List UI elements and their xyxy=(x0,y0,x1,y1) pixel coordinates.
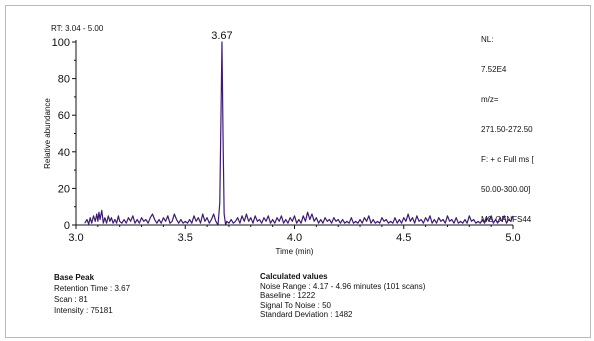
mz-label: m/z= xyxy=(481,95,499,104)
nl-label: NL: xyxy=(481,35,494,44)
standard-deviation: Standard Deviation : 1482 xyxy=(260,310,353,320)
y-tick-label: 100 xyxy=(52,37,70,49)
y-axis-label: Relative abundance xyxy=(43,98,52,169)
base-peak-title: Base Peak xyxy=(54,273,95,282)
filter-line-2: 50.00-300.00] xyxy=(481,185,531,194)
nl-info-block: NL: 7.52E4 m/z= 271.50-272.50 F: + c Ful… xyxy=(481,15,534,235)
retention-time: Retention Time : 3.67 xyxy=(54,284,131,293)
signal-to-noise: Signal To Noise : 50 xyxy=(260,300,332,310)
y-tick-label: 0 xyxy=(64,220,70,232)
intensity: Intensity : 75181 xyxy=(54,306,113,315)
baseline: Baseline : 1222 xyxy=(260,291,316,301)
x-tick-label: 3.5 xyxy=(178,232,193,244)
mz-range: 271.50-272.50 xyxy=(481,125,533,134)
calculated-values-panel: Calculated values Noise Range : 4.17 - 4… xyxy=(260,272,425,320)
x-tick-label: 3.0 xyxy=(68,232,83,244)
x-tick-label: 5.0 xyxy=(505,232,520,244)
y-tick-label: 60 xyxy=(58,110,70,122)
axes-group xyxy=(75,40,513,226)
x-tick-label: 4.5 xyxy=(396,232,411,244)
y-tick-label: 40 xyxy=(58,147,70,159)
nl-value: 7.52E4 xyxy=(481,65,507,74)
x-tick-label: 4.0 xyxy=(287,232,302,244)
peak-label: 3.67 xyxy=(211,30,232,42)
x-axis-label: Time (min) xyxy=(276,247,314,256)
chromatogram-trace xyxy=(84,41,514,226)
y-tick-label: 80 xyxy=(58,74,70,86)
y-tick-label: 20 xyxy=(58,183,70,195)
scan-number: Scan : 81 xyxy=(54,295,88,304)
ms-name: MS OFNFS44 xyxy=(481,215,532,224)
ticks-group: 3.0 3.5 4.0 4.5 5.0 0 20 40 60 80 100 xyxy=(52,37,521,244)
chromatogram-panel xyxy=(5,5,591,338)
calculated-values-title: Calculated values xyxy=(260,272,328,281)
base-peak-panel: Base Peak Retention Time : 3.67 Scan : 8… xyxy=(54,272,130,316)
noise-range: Noise Range : 4.17 - 4.96 minutes (101 s… xyxy=(260,281,426,291)
rt-range-label: RT: 3.04 - 5.00 xyxy=(51,24,104,33)
filter-line-1: F: + c Full ms [ xyxy=(481,155,534,164)
